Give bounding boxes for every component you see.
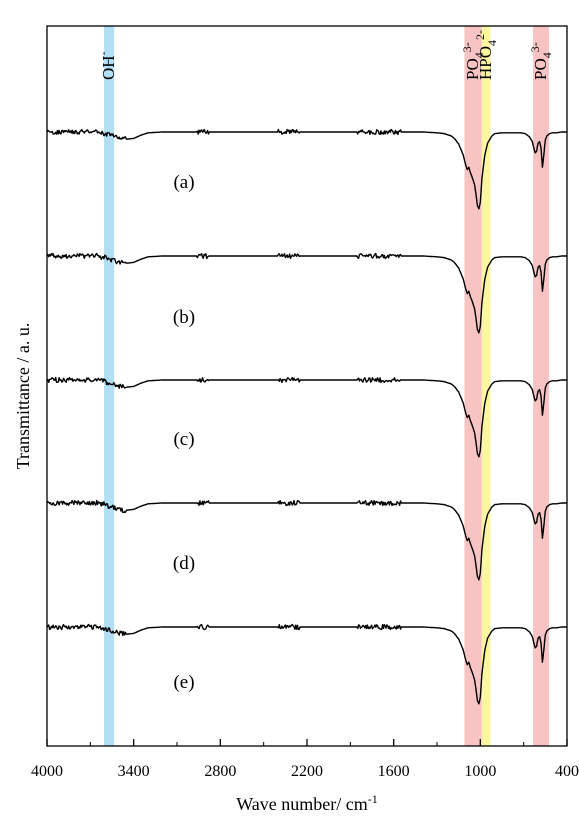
x-axis-ticks: 4000 3400 2800 2200 1600 1000 400 — [31, 739, 579, 780]
highlight-bands — [104, 26, 549, 746]
x-axis-title-text: Wave number/ cm — [236, 794, 368, 814]
spectrum-line-0 — [46, 128, 567, 210]
trace-label-1: (b) — [173, 307, 195, 328]
highlight-band-2 — [481, 26, 491, 746]
x-tick-label-4: 1600 — [378, 763, 410, 780]
spectrum-line-1 — [46, 252, 567, 334]
band-label-0: OH- — [96, 51, 118, 80]
x-axis-title: Wave number/ cm-1 — [236, 792, 378, 814]
band-label-main: PO — [531, 58, 550, 80]
x-tick-label-3: 2200 — [291, 763, 323, 780]
highlight-band-0 — [104, 26, 115, 746]
band-label-superscript: - — [96, 51, 110, 55]
band-label-superscript: 3- — [460, 42, 474, 52]
x-axis-title-superscript: -1 — [368, 792, 378, 806]
x-tick-label-1: 3400 — [118, 763, 150, 780]
spectrum-line-4 — [46, 623, 567, 705]
band-label-main: PO — [463, 58, 482, 80]
trace-label-2: (c) — [173, 429, 194, 450]
trace-labels: (a) (b) (c) (d) (e) — [173, 172, 195, 693]
trace-label-0: (a) — [173, 172, 194, 193]
spectrum-traces — [46, 128, 567, 705]
highlight-band-3 — [533, 26, 549, 746]
trace-label-4: (e) — [173, 672, 194, 693]
spectrum-line-2 — [46, 376, 567, 458]
band-labels: OH-PO43- HPO42-PO43- — [96, 30, 554, 80]
spectrum-line-3 — [46, 499, 567, 581]
x-tick-label-6: 400 — [555, 763, 579, 780]
x-tick-label-2: 2800 — [204, 763, 236, 780]
band-label-2: HPO42- — [473, 30, 499, 80]
band-label-subscript: 4 — [472, 52, 486, 58]
highlight-band-1 — [464, 26, 482, 746]
band-label-subscript: 4 — [485, 40, 499, 46]
trace-label-3: (d) — [173, 553, 195, 574]
band-label-subscript: 4 — [540, 52, 554, 58]
band-label-superscript: 3- — [528, 42, 542, 52]
band-label-1: PO43- — [460, 42, 486, 80]
band-label-main: OH — [99, 55, 118, 80]
band-label-3: PO43- — [528, 42, 554, 80]
band-label-main: HPO — [476, 46, 495, 80]
y-axis-title: Transmittance / a. u. — [13, 323, 33, 470]
band-label-superscript: 2- — [473, 30, 487, 40]
x-tick-label-5: 1000 — [464, 763, 496, 780]
x-tick-label-0: 4000 — [31, 763, 63, 780]
